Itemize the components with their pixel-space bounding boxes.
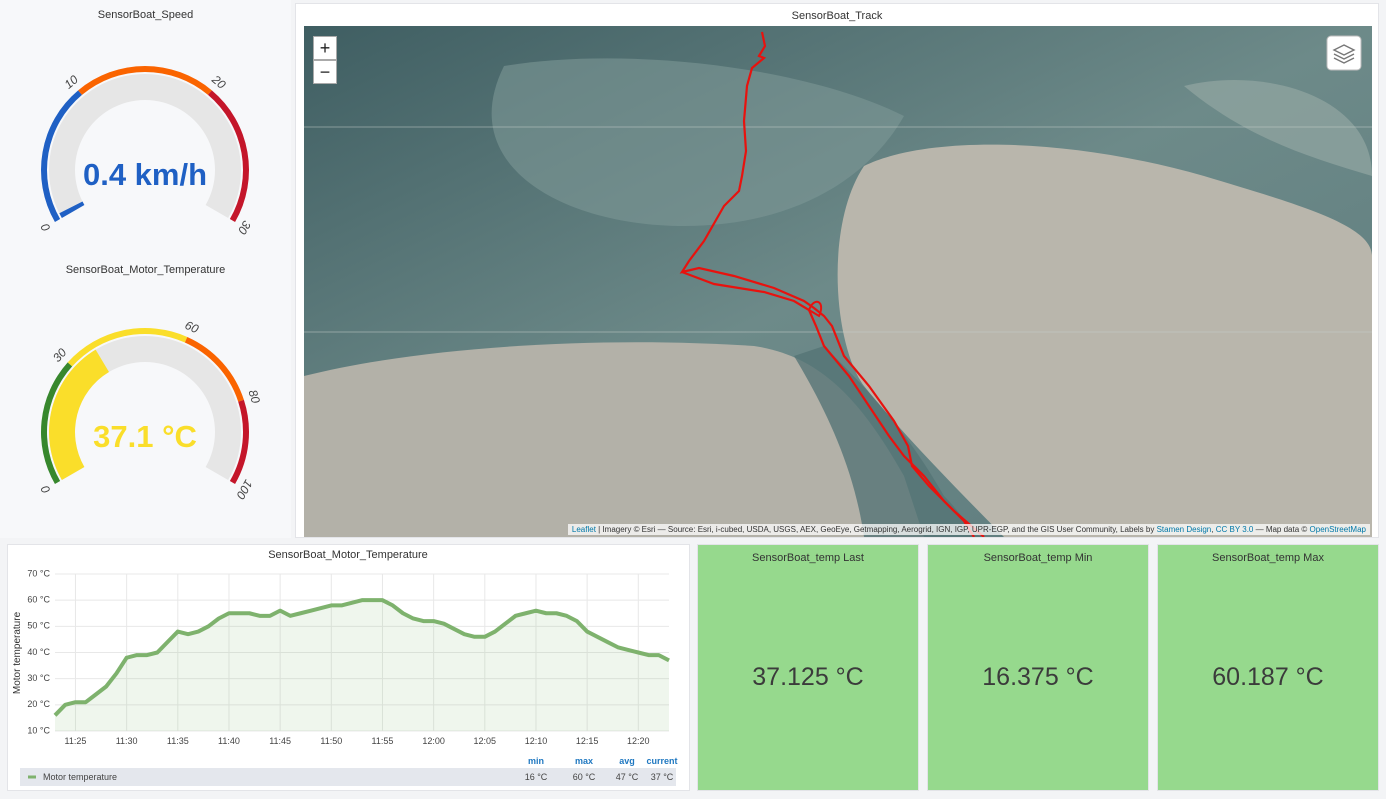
threshold-band xyxy=(41,90,83,222)
x-tick-label: 12:15 xyxy=(576,736,599,746)
x-tick-label: 11:45 xyxy=(269,736,291,746)
x-tick-label: 12:00 xyxy=(422,736,445,746)
panel-title: SensorBoat_temp Last xyxy=(752,552,864,564)
legend-header: avg xyxy=(619,756,635,766)
attribution-link[interactable]: Leaflet xyxy=(571,525,596,534)
y-tick-label: 50 °C xyxy=(27,621,50,631)
legend-header: min xyxy=(528,756,544,766)
x-tick-label: 12:05 xyxy=(474,736,497,746)
attribution-link[interactable]: CC BY 3.0 xyxy=(1215,525,1254,534)
threshold-band xyxy=(78,65,212,95)
legend-stat: 37 °C xyxy=(651,772,674,782)
x-tick-label: 11:50 xyxy=(320,736,342,746)
x-tick-label: 12:10 xyxy=(525,736,548,746)
line-chart: SensorBoat_Motor_Temperature Motor tempe… xyxy=(12,549,678,786)
x-tick-label: 11:55 xyxy=(372,736,394,746)
attribution-text: , xyxy=(1211,525,1216,534)
panel-title: SensorBoat_temp Min xyxy=(983,552,1093,564)
gauge-tick-label: 0 xyxy=(38,221,54,234)
stat-value: 37.125 °C xyxy=(752,663,864,691)
legend-row xyxy=(20,768,676,786)
y-axis-label: Motor temperature xyxy=(12,611,23,694)
map-attribution: Leaflet | Imagery © Esri — Source: Esri,… xyxy=(567,524,1370,535)
panel-title: SensorBoat_Speed xyxy=(97,9,194,21)
attribution-link[interactable]: Stamen Design xyxy=(1156,525,1212,534)
y-tick-label: 70 °C xyxy=(27,568,50,578)
gauge-tick-label: 0 xyxy=(38,483,54,496)
gauge-tick-label: 20 xyxy=(208,72,228,92)
legend-entry: Motor temperature xyxy=(43,772,117,782)
gauge-value-label: 37.1 °C xyxy=(93,419,197,454)
zoom-out-button[interactable]: − xyxy=(313,60,337,84)
map[interactable] xyxy=(304,26,1372,537)
attribution-link[interactable]: OpenStreetMap xyxy=(1309,525,1366,534)
x-tick-label: 11:25 xyxy=(65,736,87,746)
gauge-tick-label: 10 xyxy=(62,72,81,92)
threshold-band xyxy=(41,362,73,484)
panel-title: SensorBoat_Motor_Temperature xyxy=(65,264,226,276)
stat-value: 16.375 °C xyxy=(982,663,1094,691)
series-line xyxy=(53,598,670,717)
threshold-band xyxy=(207,90,250,222)
y-tick-label: 30 °C xyxy=(27,673,50,683)
threshold-band xyxy=(229,399,249,484)
x-tick-label: 11:30 xyxy=(116,736,138,746)
gauge-tick-label: 30 xyxy=(235,218,254,237)
chart-panel: SensorBoat_Motor_Temperature Motor tempe… xyxy=(7,544,690,791)
area-fill xyxy=(55,600,669,731)
panel-title: SensorBoat_temp Max xyxy=(1212,552,1324,564)
attribution-text: — Map data © xyxy=(1253,525,1310,534)
legend-header: current xyxy=(646,756,677,766)
gauge-value xyxy=(59,201,85,218)
legend-stat: 47 °C xyxy=(616,772,639,782)
x-tick-label: 11:35 xyxy=(167,736,189,746)
gauge-tick-label: 80 xyxy=(245,388,263,405)
map-panel: SensorBoat_Track + − Leaflet | Imagery ©… xyxy=(295,3,1379,538)
y-tick-label: 10 °C xyxy=(27,725,50,735)
zoom-in-button[interactable]: + xyxy=(313,36,337,60)
y-tick-label: 60 °C xyxy=(27,595,50,605)
gauge-value-label: 0.4 km/h xyxy=(83,157,207,192)
legend-header: max xyxy=(575,756,593,766)
gauge-panel: SensorBoat_Speed 0 10 20 30 0.4 km/h SensorB… xyxy=(0,0,291,538)
attribution-text: | Imagery © Esri — Source: Esri, i-cubed… xyxy=(595,525,1157,534)
legend-stat: 60 °C xyxy=(573,772,596,782)
gauge-tick-label: 60 xyxy=(183,318,201,336)
threshold-band xyxy=(67,328,188,367)
gauge-background xyxy=(48,74,241,218)
stat-panel: SensorBoat_temp Max 60.187 °C xyxy=(1157,544,1379,791)
x-tick-label: 12:20 xyxy=(627,736,650,746)
y-tick-label: 20 °C xyxy=(27,699,50,709)
y-tick-label: 40 °C xyxy=(27,647,50,657)
x-tick-label: 11:40 xyxy=(218,736,240,746)
stat-value: 60.187 °C xyxy=(1212,663,1324,691)
speed-gauge: 0 10 20 30 0.4 km/h xyxy=(38,65,254,237)
gauge-tick-label: 30 xyxy=(50,345,70,365)
legend-stat: 16 °C xyxy=(525,772,548,782)
stat-panel: SensorBoat_temp Min 16.375 °C xyxy=(927,544,1149,791)
chart-title: SensorBoat_Motor_Temperature xyxy=(268,549,428,561)
panel-title: SensorBoat_Track xyxy=(791,10,883,22)
gauge-value xyxy=(48,349,109,480)
threshold-band xyxy=(184,336,244,402)
stat-panel: SensorBoat_temp Last 37.125 °C xyxy=(697,544,919,791)
